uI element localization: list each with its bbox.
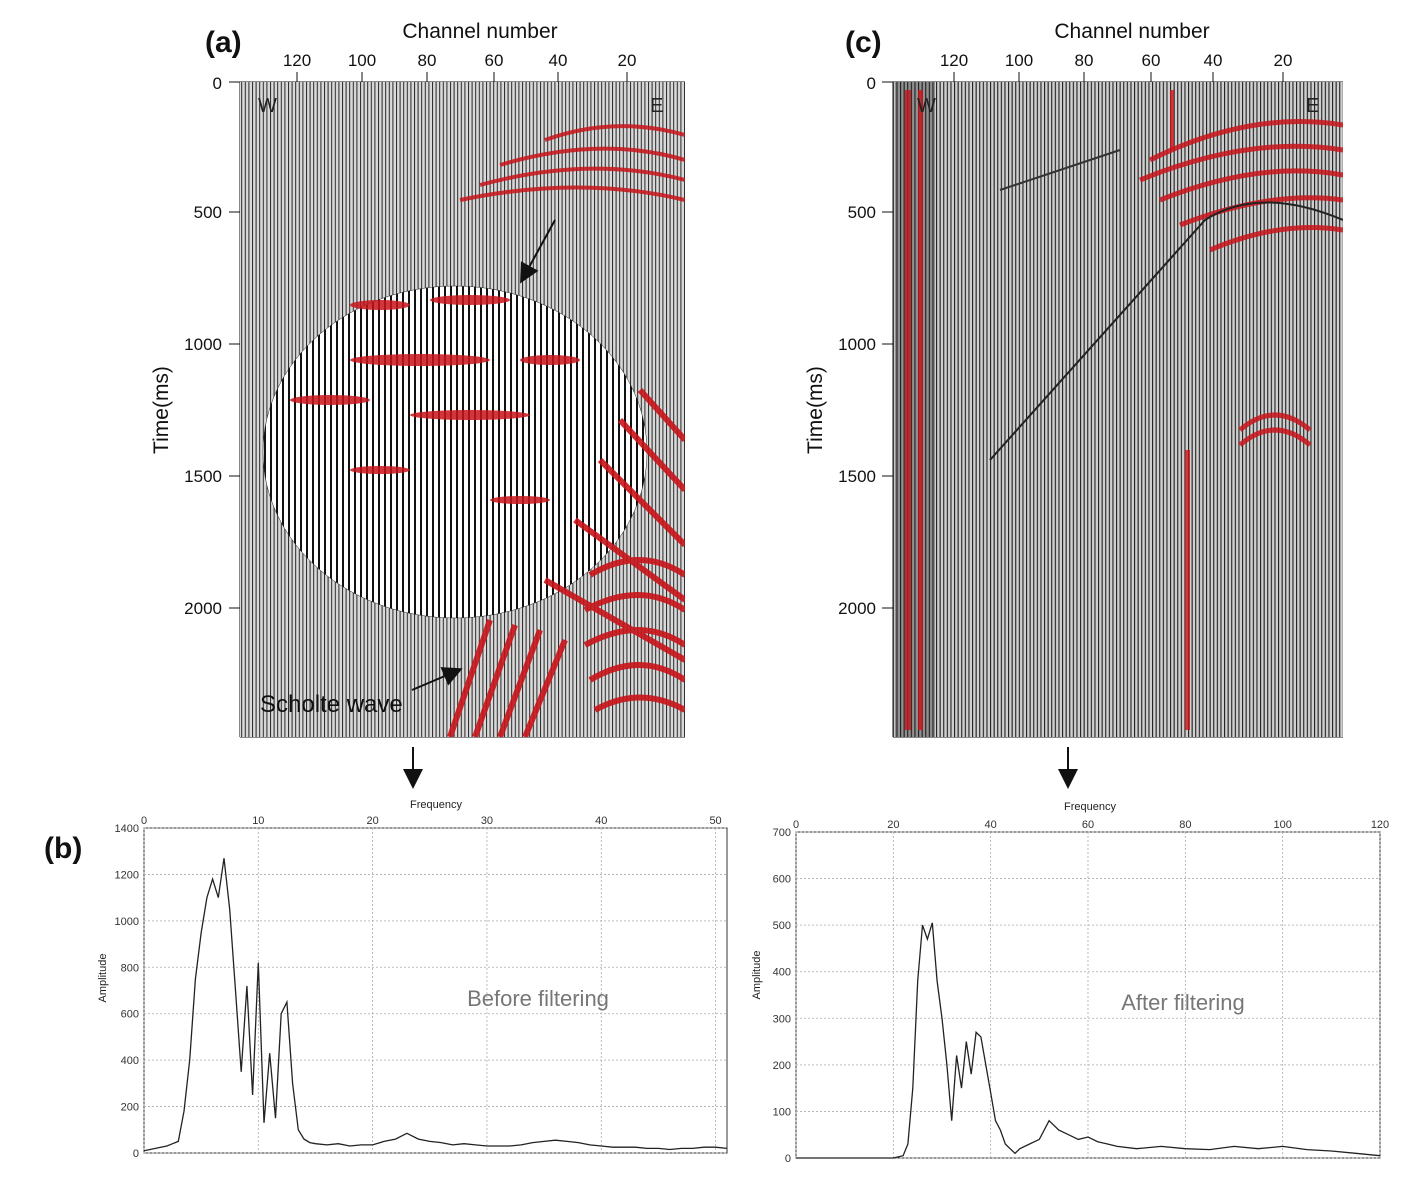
panel-label-b: (b) xyxy=(44,832,82,865)
seismic-a-red-events xyxy=(290,295,580,504)
spectrum-c-x-title: Frequency xyxy=(1064,801,1116,813)
spectrum-b-line xyxy=(143,858,728,1152)
seismic-c-traces xyxy=(893,82,1343,737)
spectrum-c-x-tick: 80 xyxy=(1179,819,1191,831)
seismic-a-x-title: Channel number xyxy=(402,20,557,43)
spectrum-b-x-tick: 30 xyxy=(481,815,493,827)
spectrum-b-y-tick: 400 xyxy=(121,1055,139,1067)
spectrum-b-y-tick: 1400 xyxy=(115,823,139,835)
spectrum-b-y-tick: 1000 xyxy=(115,916,139,928)
seismic-c-reflections xyxy=(1139,119,1343,447)
spectrum-b-y-tick: 800 xyxy=(121,962,139,974)
spectrum-b-x-tick: 50 xyxy=(709,815,721,827)
spectrum-b-x-tick: 0 xyxy=(141,815,147,827)
seismic-a-x-tick-60: 60 xyxy=(485,51,504,70)
seismic-c-scholte-trend xyxy=(989,201,1343,461)
seismic-c-west-label: W xyxy=(917,95,936,117)
spectrum-b-ticks: 0 10 20 30 40 50 0 200 400 600 800 1000 1200 1400 xyxy=(115,815,722,1160)
seismic-c-x-ticks: 120 100 80 60 40 20 xyxy=(940,51,1293,70)
spectrum-b-y-tick: 200 xyxy=(121,1102,139,1114)
spectrum-before: (b) Frequency Amplitude 0 10 20 30 40 50 0 200 4… xyxy=(44,799,728,1160)
spectrum-c-y-tick: 700 xyxy=(773,827,791,839)
seismic-c-east-label: E xyxy=(1306,95,1319,117)
panel-label-a: (a) xyxy=(205,26,242,59)
seismic-a-y-tick-2000: 2000 xyxy=(184,599,222,618)
spectrum-c-y-tick: 0 xyxy=(785,1153,791,1165)
panel-label-c: (c) xyxy=(845,26,882,59)
spectrum-b-y-tick: 600 xyxy=(121,1009,139,1021)
seismic-a-zoom-arrow xyxy=(520,219,556,284)
seismic-c-x-title: Channel number xyxy=(1054,20,1209,43)
seismic-a-y-tick-0: 0 xyxy=(213,74,222,93)
spectrum-c-x-tick: 0 xyxy=(793,819,799,831)
spectrum-after: Frequency Amplitude 0 20 40 60 80 100 120 0 100 2… xyxy=(751,801,1389,1165)
spectrum-b-grid xyxy=(143,827,727,1154)
seismic-a-x-tick-100: 100 xyxy=(348,51,376,70)
scholte-wave-label: Scholte wave xyxy=(260,691,403,718)
spectrum-c-y-tick: 200 xyxy=(773,1060,791,1072)
spectrum-c-x-tick: 40 xyxy=(985,819,997,831)
seismic-a-scholte-events xyxy=(447,387,685,737)
seismic-c-y-tick-2000: 2000 xyxy=(838,599,876,618)
seismic-c-x-tick-20: 20 xyxy=(1274,51,1293,70)
seismic-a-x-tick-80: 80 xyxy=(418,51,437,70)
spectrum-c-y-tick: 300 xyxy=(773,1013,791,1025)
seismic-section-a: (a) Channel number Time(ms) 120 100 80 6… xyxy=(150,20,685,789)
seismic-a-x-tickmarks xyxy=(240,72,685,83)
spectrum-c-y-tick: 600 xyxy=(773,874,791,886)
spectrum-c-y-tick: 500 xyxy=(773,920,791,932)
spectrum-c-x-tick: 20 xyxy=(887,819,899,831)
spectrum-b-x-tick: 10 xyxy=(252,815,264,827)
seismic-a-y-tick-1500: 1500 xyxy=(184,467,222,486)
seismic-c-y-tick-1000: 1000 xyxy=(838,335,876,354)
spectrum-b-x-title: Frequency xyxy=(410,799,462,811)
spectrum-b-x-tick: 20 xyxy=(367,815,379,827)
spectrum-c-annotation: After filtering xyxy=(1121,990,1245,1015)
spectrum-c-x-tick: 60 xyxy=(1082,819,1094,831)
spectrum-c-x-tick: 100 xyxy=(1273,819,1291,831)
seismic-a-y-title: Time(ms) xyxy=(150,366,173,454)
spectrum-c-grid xyxy=(795,831,1381,1159)
seismic-a-west-label: W xyxy=(258,95,277,117)
scholte-wave-arrow xyxy=(411,667,463,691)
seismic-a-x-tick-20: 20 xyxy=(618,51,637,70)
seismic-a-east-label: E xyxy=(650,95,663,117)
seismic-section-c: (c) Channel number Time(ms) 120 100 80 6… xyxy=(804,20,1343,789)
seismic-a-y-tick-1000: 1000 xyxy=(184,335,222,354)
spectrum-c-ticks: 0 20 40 60 80 100 120 0 100 200 300 400 500 600 700 xyxy=(773,819,1390,1165)
seismic-a-x-tick-120: 120 xyxy=(283,51,311,70)
spectrum-c-y-tick: 100 xyxy=(773,1106,791,1118)
seismic-a-y-ticks: 0 500 1000 1500 2000 xyxy=(184,74,222,618)
spectrum-b-y-tick: 0 xyxy=(133,1148,139,1160)
spectrum-b-y-tick: 1200 xyxy=(115,869,139,881)
seismic-a-y-tick-500: 500 xyxy=(194,203,222,222)
seismic-c-red-events xyxy=(905,90,1190,730)
seismic-c-direct-wave xyxy=(999,149,1121,191)
seismic-c-y-tick-500: 500 xyxy=(848,203,876,222)
spectrum-c-line xyxy=(796,922,1381,1159)
spectrum-b-frame xyxy=(143,827,728,1154)
seismic-a-reflections xyxy=(459,124,685,202)
spectrum-b-y-title: Amplitude xyxy=(97,954,109,1003)
seismic-c-x-tick-40: 40 xyxy=(1204,51,1223,70)
seismic-c-x-tick-80: 80 xyxy=(1075,51,1094,70)
seismic-c-x-tick-120: 120 xyxy=(940,51,968,70)
seismic-c-y-tick-1500: 1500 xyxy=(838,467,876,486)
seismic-c-y-tick-0: 0 xyxy=(867,74,876,93)
seismic-c-x-tickmarks xyxy=(893,72,1343,83)
spectrum-c-x-tick: 120 xyxy=(1371,819,1389,831)
spectrum-c-y-tick: 400 xyxy=(773,967,791,979)
spectrum-b-annotation: Before filtering xyxy=(467,986,609,1011)
seismic-a-x-tick-40: 40 xyxy=(549,51,568,70)
seismic-c-x-tick-60: 60 xyxy=(1142,51,1161,70)
spectrum-c-y-title: Amplitude xyxy=(751,951,763,1000)
seismic-c-x-tick-100: 100 xyxy=(1005,51,1033,70)
spectrum-b-x-tick: 40 xyxy=(595,815,607,827)
seismic-a-x-ticks: 120 100 80 60 40 20 xyxy=(283,51,637,70)
seismic-c-y-title: Time(ms) xyxy=(804,366,827,454)
seismic-c-y-ticks: 0 500 1000 1500 2000 xyxy=(838,74,876,618)
seismic-a-traces xyxy=(240,82,685,737)
